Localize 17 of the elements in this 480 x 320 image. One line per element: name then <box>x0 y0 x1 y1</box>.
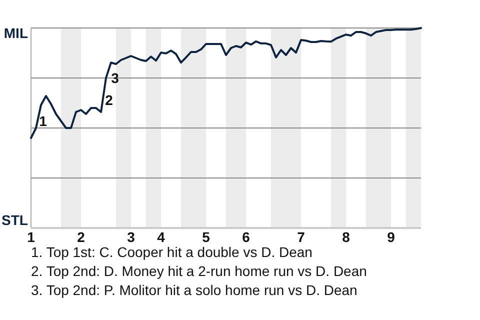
x-tick-label: 4 <box>157 228 166 245</box>
x-tick-label: 2 <box>77 228 86 245</box>
x-tick-label: 8 <box>342 228 350 245</box>
x-tick-label: 1 <box>27 228 36 245</box>
annotation: 1 <box>39 113 48 129</box>
x-tick-label: 3 <box>127 228 136 245</box>
x-tick-label: 6 <box>242 228 250 245</box>
annotation: 2 <box>105 92 114 108</box>
text: 2. Top 2nd: D. Money hit a 2-run home run vs D. Dean <box>31 263 367 279</box>
text: STL <box>2 212 28 228</box>
text: 3. Top 2nd: P. Molitor hit a solo home run vs D. Dean <box>31 282 358 298</box>
annotation: 3 <box>111 70 120 86</box>
x-tick-label: 7 <box>297 228 306 245</box>
x-tick-label: 5 <box>202 228 210 245</box>
text: 1. Top 1st: C. Cooper hit a double vs D. Dean <box>31 244 312 260</box>
text: MIL <box>4 25 28 41</box>
x-tick-label: 9 <box>387 228 396 245</box>
